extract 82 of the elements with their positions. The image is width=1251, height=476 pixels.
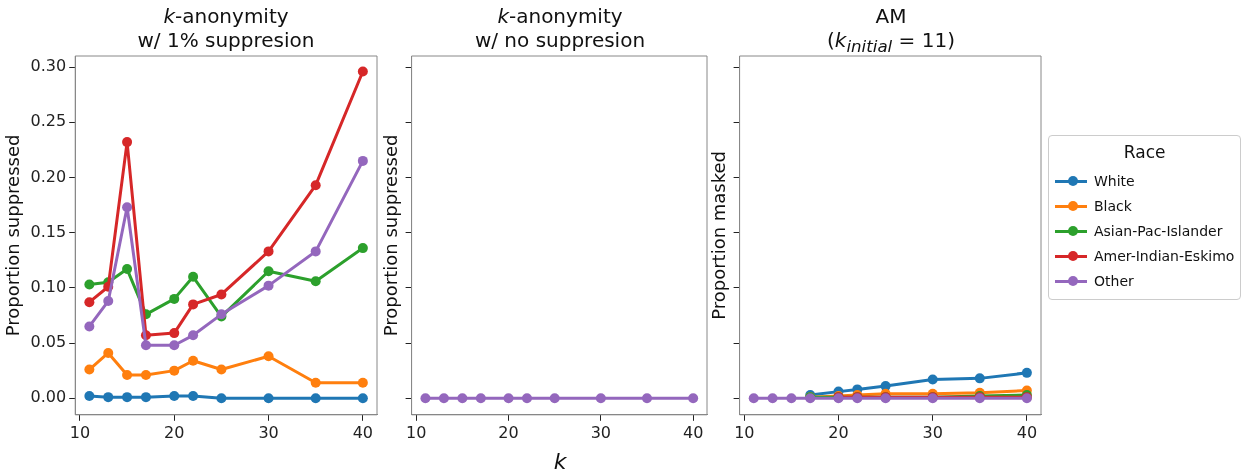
x-tick-label: 10 [734, 422, 755, 442]
chart-title: k-anonymity w/ 1% suppresion [136, 4, 316, 52]
point [188, 391, 199, 402]
point [84, 297, 95, 308]
point [357, 155, 368, 166]
point [263, 351, 274, 362]
point [310, 377, 321, 388]
y-tick-label: 0.05 [30, 332, 67, 352]
y-axis-title: Proportion masked [708, 150, 730, 320]
point [188, 271, 199, 282]
chart-title: AM (k$_{initial}$ = 11) [827, 4, 955, 56]
point [122, 137, 133, 148]
point [216, 393, 227, 404]
legend-label: Other [1094, 272, 1134, 289]
point [263, 280, 274, 291]
x-axis-title: k [552, 449, 568, 474]
y-tick-label: 0.30 [30, 56, 67, 76]
x-tick-label: 30 [590, 422, 612, 442]
point [974, 373, 985, 384]
point [140, 340, 151, 351]
point [357, 377, 368, 388]
point [122, 392, 133, 403]
y-tick-label: 0.20 [30, 166, 67, 186]
point [357, 243, 368, 254]
point [169, 391, 180, 402]
x-tick-label: 20 [164, 422, 185, 442]
point [188, 355, 199, 366]
point [103, 296, 114, 307]
point [748, 393, 759, 404]
point [122, 264, 133, 275]
point [169, 340, 180, 351]
point [357, 66, 368, 77]
point [310, 393, 321, 404]
point [1021, 367, 1032, 378]
legend-title: Race [1122, 142, 1167, 162]
y-tick-label: 0.00 [30, 387, 67, 407]
point [310, 246, 321, 257]
point [122, 370, 133, 381]
point [169, 328, 180, 339]
point [103, 347, 114, 358]
point [140, 392, 151, 403]
x-tick-label: 40 [682, 422, 704, 442]
point [263, 246, 274, 257]
x-tick-label: 20 [498, 422, 519, 442]
point [169, 365, 180, 376]
point [84, 279, 95, 290]
point [140, 370, 151, 381]
legend-label: Amer-Indian-Eskimo [1094, 247, 1235, 264]
x-tick-label: 10 [406, 422, 427, 442]
x-tick-label: 20 [828, 422, 849, 442]
point [263, 393, 274, 404]
point [786, 393, 797, 404]
point [169, 293, 180, 304]
point [216, 289, 227, 300]
legend-label: White [1094, 172, 1135, 189]
point [188, 299, 199, 310]
point [310, 276, 321, 287]
point [767, 393, 778, 404]
y-axis-title: Proportion suppressed [2, 134, 24, 337]
point [84, 364, 95, 375]
point [310, 180, 321, 191]
y-tick-label: 0.10 [30, 277, 67, 296]
point [216, 364, 227, 375]
x-tick-label: 40 [1016, 422, 1038, 442]
x-tick-label: 30 [258, 422, 279, 442]
y-tick-label: 0.25 [30, 111, 67, 131]
point [122, 202, 133, 213]
y-tick-label: 0.15 [30, 221, 67, 241]
chart-title: k-anonymity w/ no suppresion [473, 4, 647, 52]
x-tick-label: 30 [922, 422, 943, 442]
legend-label: Asian-Pac-Islander [1094, 222, 1223, 239]
x-tick-label: 40 [352, 422, 374, 442]
legend-label: Black [1094, 197, 1132, 214]
point [263, 266, 274, 277]
point [103, 392, 114, 403]
point [357, 393, 368, 404]
x-tick-label: 10 [69, 422, 91, 442]
point [84, 391, 95, 402]
point [188, 330, 199, 341]
y-axis-title: Proportion suppressed [380, 134, 402, 337]
point [84, 321, 95, 332]
point [927, 374, 938, 385]
